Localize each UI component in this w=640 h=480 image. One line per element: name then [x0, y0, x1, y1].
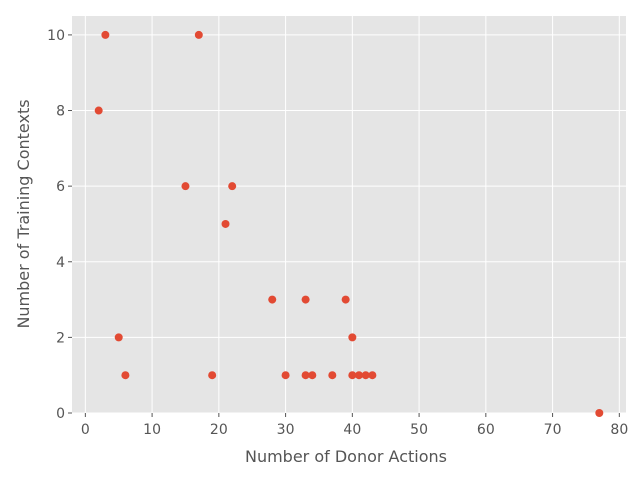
data-points — [94, 30, 604, 417]
y-tick-label: 0 — [56, 406, 65, 422]
data-point — [368, 371, 377, 380]
data-point — [268, 295, 277, 304]
data-point — [281, 371, 290, 380]
data-point — [308, 371, 317, 380]
data-point — [301, 371, 310, 380]
data-point — [208, 371, 217, 380]
x-axis-ticks: 0 10 20 30 40 50 60 70 80 — [81, 413, 628, 438]
x-tick-label: 60 — [477, 422, 495, 438]
x-tick-label: 10 — [143, 422, 161, 438]
y-tick-label: 10 — [47, 28, 65, 44]
data-point — [341, 295, 350, 304]
data-point — [101, 30, 110, 39]
data-point — [301, 295, 310, 304]
plot-background — [72, 16, 626, 413]
data-point — [121, 371, 130, 380]
data-point — [361, 371, 370, 380]
y-tick-label: 2 — [56, 330, 65, 346]
x-tick-label: 50 — [410, 422, 428, 438]
x-tick-label: 70 — [544, 422, 562, 438]
x-tick-label: 20 — [210, 422, 228, 438]
x-tick-label: 30 — [277, 422, 295, 438]
y-tick-label: 6 — [56, 179, 65, 195]
data-point — [355, 371, 364, 380]
data-point — [228, 182, 237, 191]
y-tick-label: 4 — [56, 255, 65, 271]
x-axis-label: Number of Donor Actions — [245, 447, 447, 466]
data-point — [194, 30, 203, 39]
data-point — [328, 371, 337, 380]
x-tick-label: 40 — [343, 422, 361, 438]
data-point — [114, 333, 123, 342]
x-tick-label: 80 — [610, 422, 628, 438]
data-point — [181, 182, 190, 191]
data-point — [348, 333, 357, 342]
data-point — [94, 106, 103, 115]
y-axis-ticks: 0 2 4 6 8 10 — [47, 28, 72, 422]
data-point — [348, 371, 357, 380]
grid-lines — [72, 16, 626, 414]
x-tick-label: 0 — [81, 422, 90, 438]
data-point — [221, 219, 230, 228]
y-tick-label: 8 — [56, 104, 65, 120]
data-point — [595, 409, 604, 417]
y-axis-label: Number of Training Contexts — [14, 99, 33, 328]
